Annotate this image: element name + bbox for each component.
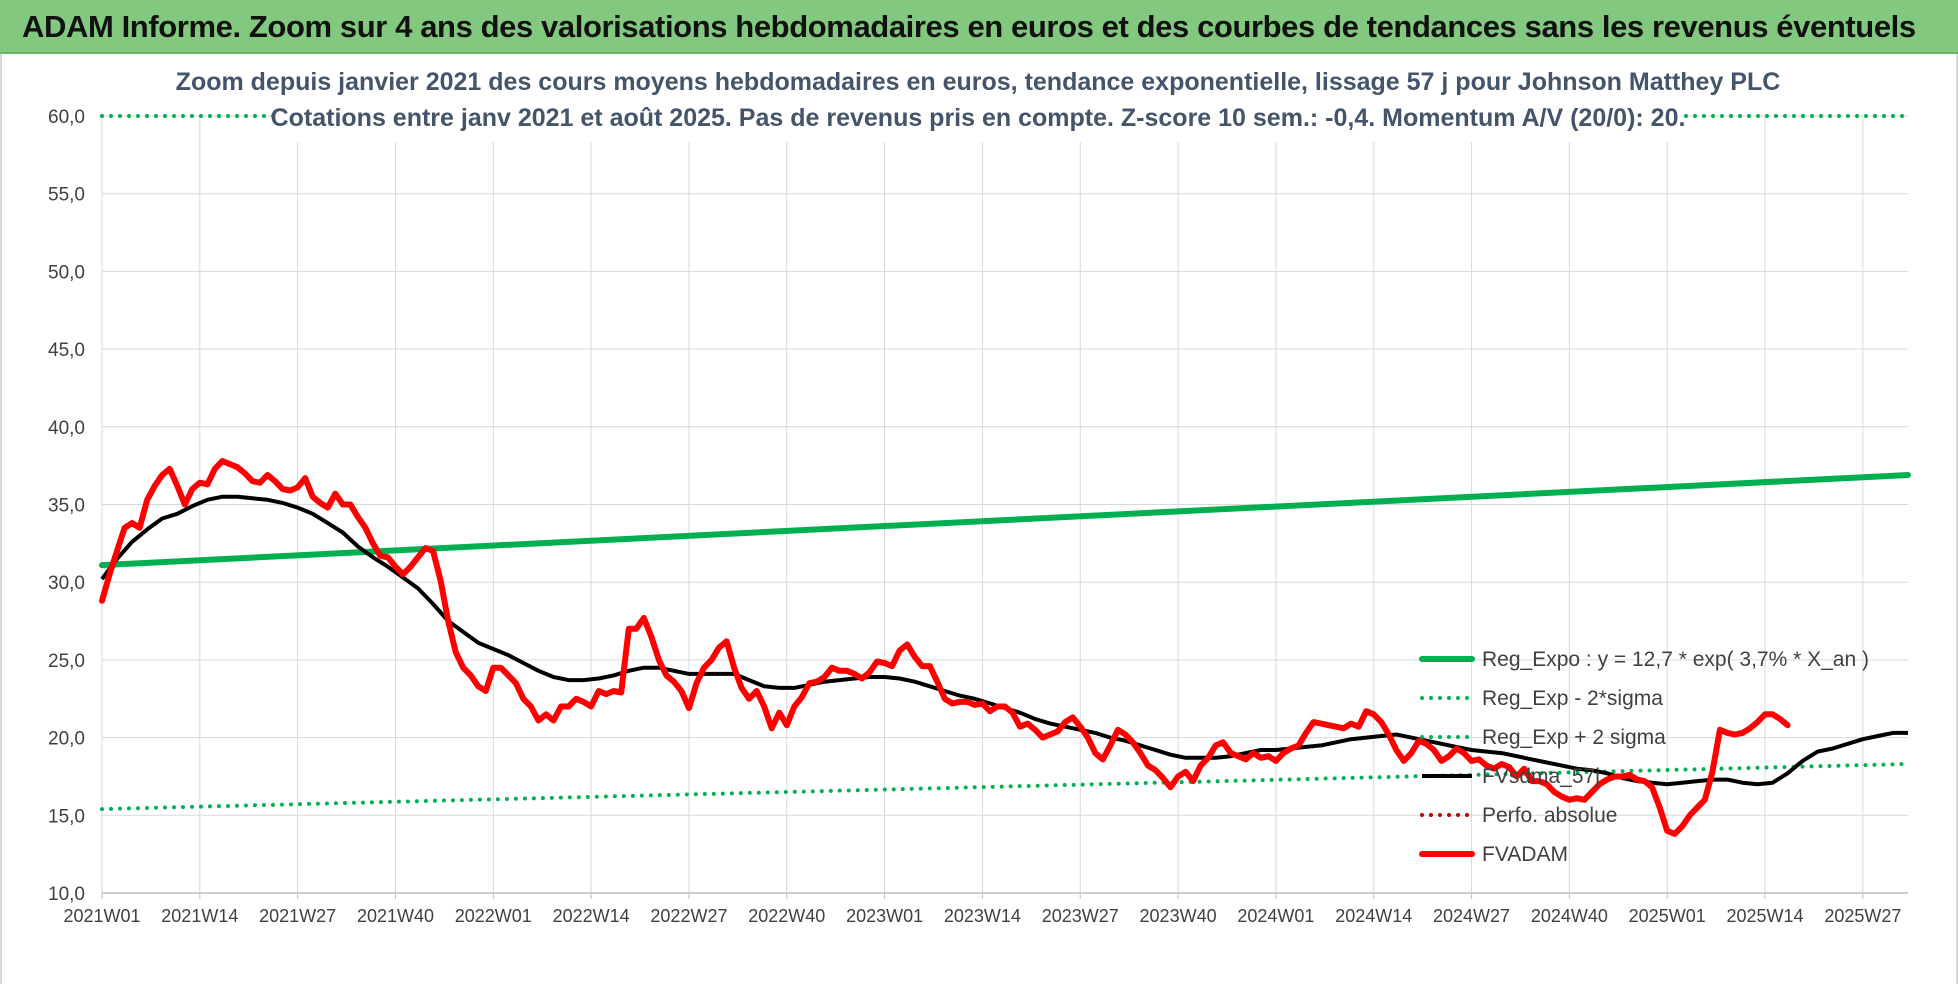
y-tick-label: 15,0	[48, 806, 85, 827]
x-tick-label: 2024W14	[1335, 906, 1412, 926]
x-tick-label: 2022W01	[455, 906, 532, 926]
series-line-reg-exp-2-sigma	[100, 762, 1910, 812]
x-tick-label: 2022W27	[650, 906, 727, 926]
y-tick-label: 30,0	[48, 573, 85, 594]
y-tick-label: 60,0	[48, 107, 85, 128]
legend-label-2: Reg_Exp - 2*sigma	[1482, 687, 1663, 710]
x-tick-label: 2025W01	[1629, 906, 1706, 926]
report-banner: ADAM Informe. Zoom sur 4 ans des valoris…	[0, 0, 1958, 54]
chart-title-background	[272, 62, 1682, 142]
x-tick-label: 2022W40	[748, 906, 825, 926]
x-tick-label: 2024W40	[1531, 906, 1608, 926]
y-tick-label: 45,0	[48, 340, 85, 361]
x-tick-label: 2021W27	[259, 906, 336, 926]
x-tick-label: 2023W14	[944, 906, 1021, 926]
legend-label-6: FVADAM	[1482, 843, 1568, 866]
y-tick-label: 50,0	[48, 262, 85, 283]
series-line-reg-expo-y-12-7-exp-3-7-x-an	[99, 472, 1911, 569]
y-tick-label: 35,0	[48, 496, 85, 517]
x-tick-label: 2024W01	[1237, 906, 1314, 926]
x-tick-label: 2023W40	[1140, 906, 1217, 926]
x-tick-label: 2025W14	[1726, 906, 1803, 926]
legend-label-1: Reg_Expo : y = 12,7 * exp( 3,7% * X_an )	[1482, 648, 1869, 671]
x-tick-label: 2024W27	[1433, 906, 1510, 926]
y-tick-label: 40,0	[48, 418, 85, 439]
y-tick-label: 55,0	[48, 185, 85, 206]
x-tick-label: 2022W14	[553, 906, 630, 926]
chart-subtitle-line-1: Zoom depuis janvier 2021 des cours moyen…	[176, 68, 1781, 96]
y-tick-label: 10,0	[48, 884, 85, 905]
x-tick-label: 2021W40	[357, 906, 434, 926]
series-line-fvadam	[99, 458, 1791, 837]
x-tick-label: 2023W27	[1042, 906, 1119, 926]
y-tick-label: 25,0	[48, 651, 85, 672]
x-tick-label: 2023W01	[846, 906, 923, 926]
legend-label-5: Perfo. absolue	[1482, 804, 1617, 827]
legend-label-4: FVsdma_57j	[1482, 765, 1600, 788]
chart-frame: 10,0 15,0 20,0 25,0 30,0 35,0 40,0 45,0 50,0 55,0…	[0, 54, 1958, 984]
x-tick-label: 2025W27	[1824, 906, 1901, 926]
chart-subtitle-line-2: Cotations entre janv 2021 et août 2025. …	[271, 104, 1686, 132]
report-title: ADAM Informe. Zoom sur 4 ans des valoris…	[22, 9, 1916, 44]
x-tick-label: 2021W14	[161, 906, 238, 926]
legend-label-3: Reg_Exp + 2 sigma	[1482, 726, 1666, 749]
x-tick-label: 2021W01	[63, 906, 140, 926]
chart-area: 10,0 15,0 20,0 25,0 30,0 35,0 40,0 45,0 50,0 55,0…	[48, 62, 1911, 926]
y-tick-label: 20,0	[48, 729, 85, 750]
